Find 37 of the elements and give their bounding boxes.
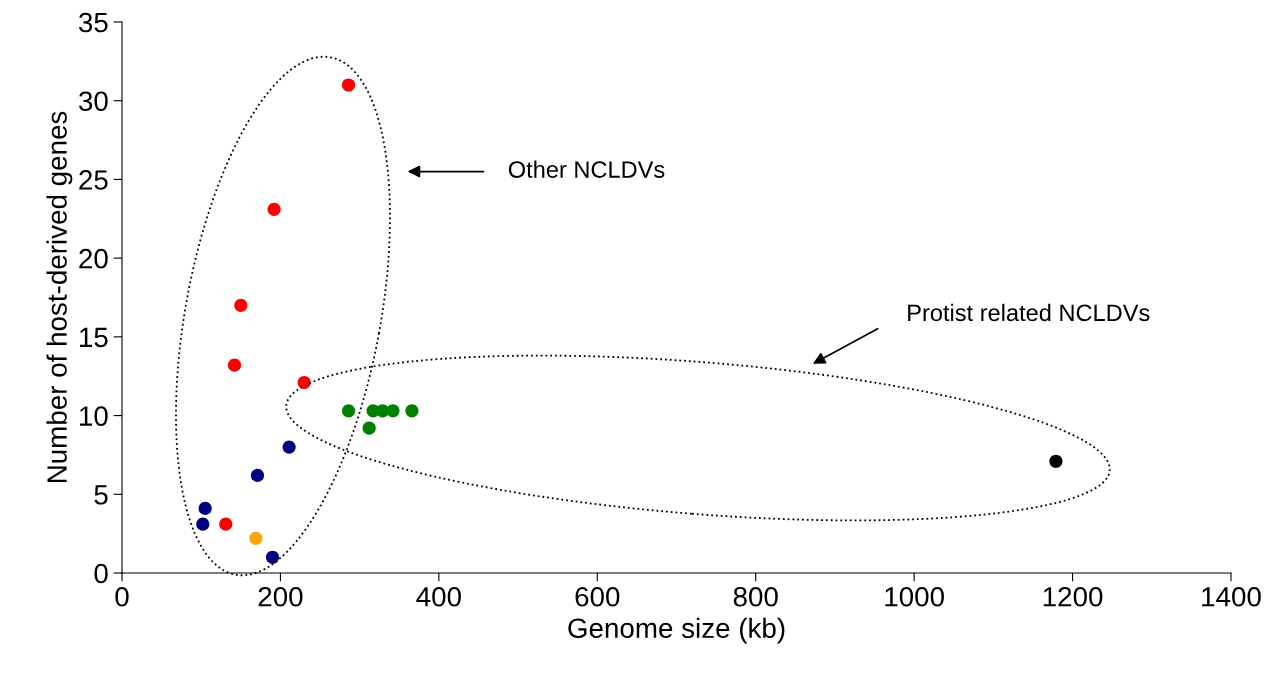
y-tick-label: 20 (79, 248, 108, 269)
point (219, 517, 233, 531)
y-tick-label: 0 (94, 563, 108, 584)
annotation: Protist related NCLDVs (908, 303, 1150, 322)
y-tick-label: 5 (94, 485, 108, 505)
y-tick-label: 10 (80, 406, 108, 426)
point (297, 375, 311, 390)
point (362, 421, 376, 435)
point (227, 358, 242, 372)
point (405, 404, 419, 418)
x-tick-label: 1000 (885, 586, 944, 607)
point (267, 202, 281, 216)
x-tick-label: 0 (115, 586, 129, 607)
point (198, 501, 212, 516)
y-tick-label: 15 (80, 327, 108, 348)
y-tick-label: 30 (78, 91, 108, 112)
x-tick-label: 800 (733, 586, 778, 607)
y-tick-label: 25 (79, 170, 108, 190)
annotation: Other NCLDVs (508, 160, 665, 178)
x-tick-label: 1400 (1202, 586, 1261, 607)
point (386, 404, 400, 418)
point (1049, 454, 1063, 468)
point (250, 468, 265, 482)
x-axis-title: Genome size (kb) (568, 617, 785, 644)
y-tick-label: 35 (78, 12, 108, 33)
point (341, 404, 356, 418)
x-tick-label: 600 (575, 586, 620, 607)
point (249, 531, 263, 545)
x-tick-label: 400 (416, 586, 461, 607)
x-tick-label: 200 (258, 586, 303, 607)
point (234, 298, 248, 312)
point (265, 550, 280, 564)
y-axis-title: Number of host-derived genes (46, 111, 73, 483)
x-tick-label: 1200 (1043, 586, 1103, 607)
point (341, 78, 356, 92)
point (282, 440, 296, 454)
point (196, 517, 210, 531)
